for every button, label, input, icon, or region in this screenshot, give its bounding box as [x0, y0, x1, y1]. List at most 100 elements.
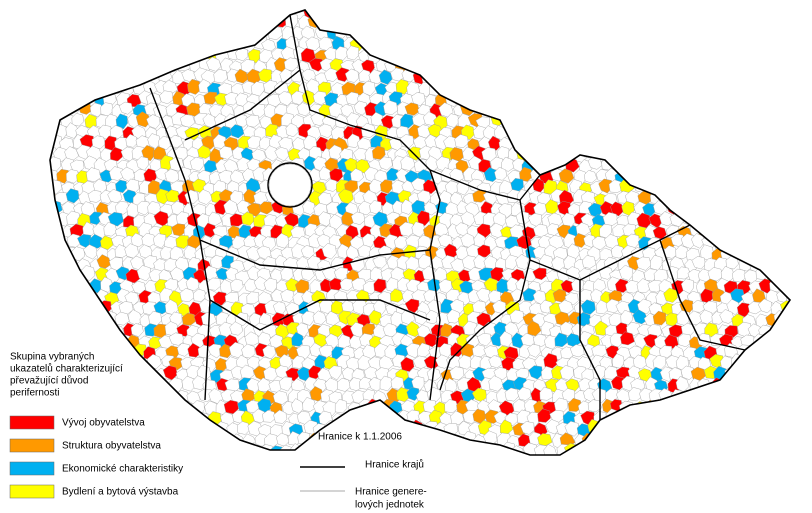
municipality [519, 166, 533, 182]
municipality [307, 453, 322, 455]
municipality [653, 67, 667, 84]
municipality [731, 26, 746, 41]
municipality [291, 331, 305, 347]
municipality [542, 136, 557, 153]
municipality [56, 103, 71, 117]
municipality [152, 39, 168, 54]
municipality [666, 10, 680, 18]
municipality [791, 59, 805, 71]
boundary-label: Hranice krajů [365, 459, 424, 471]
municipality [379, 375, 393, 392]
municipality [594, 103, 609, 118]
municipality [418, 15, 433, 31]
municipality [182, 24, 198, 40]
municipality [770, 387, 786, 403]
municipality [797, 201, 811, 215]
municipality [787, 135, 790, 152]
municipality [213, 69, 228, 84]
municipality [267, 26, 283, 41]
municipality [102, 24, 119, 40]
municipality [793, 409, 807, 423]
municipality [278, 91, 294, 106]
municipality [792, 258, 807, 272]
municipality [714, 167, 729, 183]
municipality [619, 159, 635, 174]
municipality [620, 71, 636, 86]
municipality [556, 24, 572, 41]
municipality [50, 137, 52, 151]
municipality [362, 35, 379, 52]
municipality [587, 112, 602, 127]
municipality [503, 14, 520, 30]
municipality [460, 35, 476, 50]
municipality [737, 0, 751, 6]
municipality [578, 115, 593, 130]
municipality [799, 223, 812, 237]
municipality [579, 10, 594, 20]
municipality [498, 25, 513, 40]
municipality [373, 38, 387, 53]
municipality [600, 25, 614, 41]
municipality [670, 103, 685, 119]
municipality [697, 71, 713, 85]
municipality [588, 49, 603, 64]
municipality [221, 14, 235, 29]
municipality [745, 126, 762, 142]
municipality [244, 331, 261, 346]
municipality [400, 199, 414, 215]
municipality [746, 365, 761, 379]
municipality [284, 212, 300, 227]
municipality [720, 180, 737, 196]
municipality [557, 70, 572, 86]
municipality [97, 342, 111, 358]
municipality [109, 166, 125, 181]
municipality [237, 442, 253, 455]
municipality [527, 454, 542, 455]
municipality [788, 266, 790, 281]
municipality [500, 10, 515, 19]
municipality [643, 26, 659, 42]
municipality [554, 92, 569, 107]
municipality [630, 442, 644, 455]
municipality [791, 279, 806, 293]
municipality [339, 278, 354, 292]
municipality [357, 244, 373, 258]
municipality [435, 48, 451, 62]
municipality [648, 36, 664, 52]
municipality [595, 0, 609, 8]
municipality [532, 10, 547, 17]
municipality [71, 90, 84, 106]
municipality [32, 37, 46, 50]
municipality [122, 36, 136, 51]
municipality [777, 420, 790, 435]
municipality [793, 302, 806, 316]
municipality [440, 323, 453, 338]
municipality [685, 113, 701, 130]
municipality [334, 46, 348, 61]
municipality [687, 421, 703, 436]
municipality [438, 80, 453, 95]
municipality [694, 212, 708, 228]
municipality [386, 167, 400, 181]
municipality [730, 180, 745, 196]
municipality [677, 25, 693, 40]
municipality [421, 23, 436, 38]
municipality [202, 421, 217, 437]
municipality [424, 47, 440, 63]
municipality [407, 0, 422, 7]
municipality [566, 72, 579, 86]
municipality [793, 36, 806, 51]
municipality [780, 145, 790, 161]
municipality [798, 179, 810, 194]
municipality [413, 442, 427, 455]
municipality [760, 191, 775, 205]
municipality [320, 457, 332, 471]
municipality [340, 0, 354, 6]
municipality [67, 15, 81, 29]
municipality [569, 15, 586, 31]
municipality [117, 47, 132, 61]
municipality [744, 111, 759, 128]
municipality [130, 232, 146, 248]
municipality [710, 25, 724, 40]
